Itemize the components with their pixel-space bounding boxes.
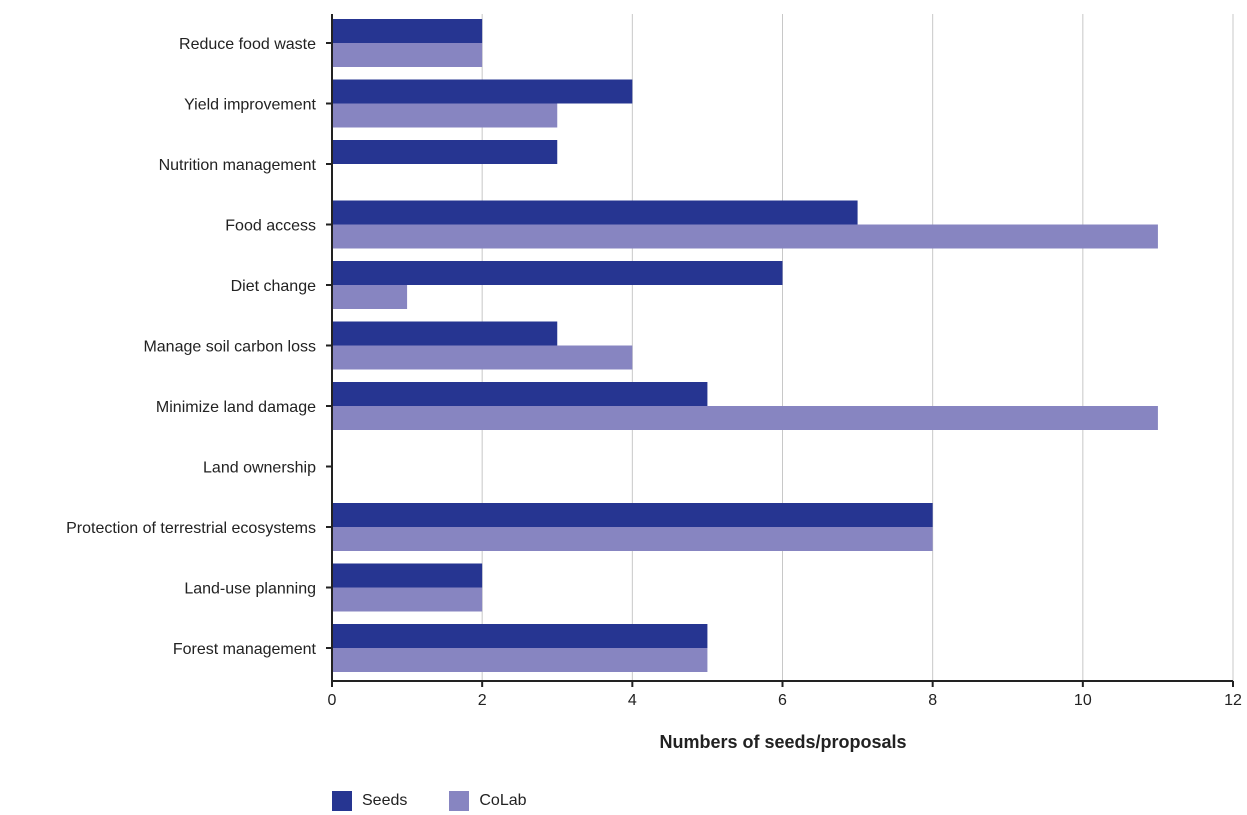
category-label-food-access: Food access xyxy=(225,218,316,235)
legend-item-seeds: Seeds xyxy=(332,791,407,811)
bar-seeds-land-use-planning xyxy=(332,563,483,588)
bar-seeds-manage-soil-carbon-loss xyxy=(332,321,558,346)
category-label-minimize-land-damage: Minimize land damage xyxy=(156,399,316,416)
bar-colab-diet-change xyxy=(332,285,408,309)
x-tick-label-4: 4 xyxy=(628,692,637,709)
bar-colab-forest-management xyxy=(332,648,708,672)
legend-swatch-seeds xyxy=(332,791,352,811)
bar-seeds-yield-improvement xyxy=(332,79,633,104)
x-tick-label-10: 10 xyxy=(1074,692,1092,709)
bar-seeds-minimize-land-damage xyxy=(332,382,708,406)
bar-colab-food-access xyxy=(332,224,1158,249)
bar-seeds-protection-of-terrestrial-ecosystems xyxy=(332,503,933,527)
x-tick-label-6: 6 xyxy=(778,692,787,709)
bar-colab-manage-soil-carbon-loss xyxy=(332,345,633,370)
category-label-forest-management: Forest management xyxy=(173,641,317,658)
category-label-protection-of-terrestrial-ecosystems: Protection of terrestrial ecosystems xyxy=(66,520,316,537)
bar-colab-minimize-land-damage xyxy=(332,406,1158,430)
category-label-diet-change: Diet change xyxy=(231,278,316,295)
legend-label-colab: CoLab xyxy=(479,792,527,809)
bar-seeds-diet-change xyxy=(332,261,783,285)
x-tick-label-12: 12 xyxy=(1224,692,1242,709)
bar-colab-reduce-food-waste xyxy=(332,43,483,67)
category-label-land-ownership: Land ownership xyxy=(203,460,316,477)
bars xyxy=(332,19,1158,672)
x-tick-label-8: 8 xyxy=(928,692,937,709)
category-label-land-use-planning: Land-use planning xyxy=(184,581,316,598)
legend: Seeds CoLab xyxy=(332,791,569,811)
labels: Reduce food waste Yield improvement Nutrit… xyxy=(66,36,1242,709)
bar-colab-yield-improvement xyxy=(332,103,558,128)
legend-label-seeds: Seeds xyxy=(362,792,408,809)
bar-colab-protection-of-terrestrial-ecosystems xyxy=(332,527,933,551)
bar-colab-land-use-planning xyxy=(332,587,483,612)
axes xyxy=(326,14,1234,687)
bar-seeds-nutrition-management xyxy=(332,140,558,164)
legend-swatch-colab xyxy=(449,791,470,811)
bar-seeds-forest-management xyxy=(332,624,708,648)
bar-seeds-reduce-food-waste xyxy=(332,19,483,43)
category-label-reduce-food-waste: Reduce food waste xyxy=(179,36,316,53)
x-tick-label-0: 0 xyxy=(328,692,337,709)
legend-item-colab: CoLab xyxy=(449,791,527,811)
bar-seeds-food-access xyxy=(332,200,858,225)
category-label-manage-soil-carbon-loss: Manage soil carbon loss xyxy=(143,339,316,356)
x-tick-label-2: 2 xyxy=(478,692,487,709)
x-axis-title: Numbers of seeds/proposals xyxy=(659,732,906,752)
category-label-nutrition-management: Nutrition management xyxy=(159,157,317,174)
category-label-yield-improvement: Yield improvement xyxy=(184,97,316,114)
